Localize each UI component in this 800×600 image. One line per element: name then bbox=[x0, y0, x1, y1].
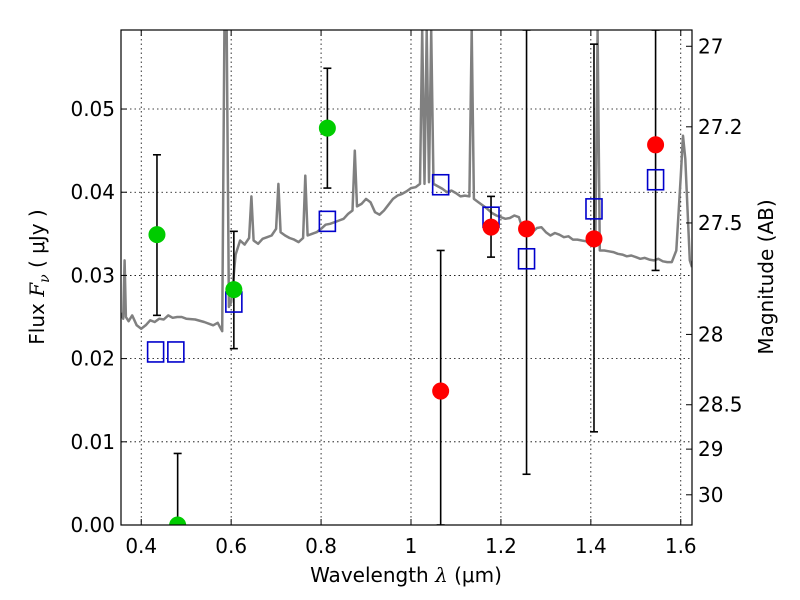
y2-tick-label: 27.5 bbox=[698, 211, 743, 235]
observed-nir-marker bbox=[585, 230, 603, 248]
y2-axis-label: Magnitude (AB) bbox=[754, 199, 778, 354]
y-axis-label-symbol: F bbox=[25, 282, 49, 298]
observed-nir-marker bbox=[482, 218, 500, 236]
y2-tick-label: 28 bbox=[698, 322, 723, 346]
model-square-marker bbox=[585, 198, 603, 220]
y-axis-label: Flux Fν ( μJy ) bbox=[25, 209, 53, 344]
x-axis-label-symbol: λ bbox=[434, 563, 448, 587]
model-square-marker bbox=[167, 341, 185, 363]
marker-layer bbox=[146, 119, 665, 525]
observed-nir-marker bbox=[647, 136, 665, 154]
model-square-marker bbox=[431, 173, 450, 196]
spectrum-layer bbox=[121, 30, 692, 333]
tick-layer: 0.4 0.6 0.8 1 1.2 1.4 1.6 0.00 0.01 0.02 0.03 0.04 0… bbox=[70, 30, 743, 558]
x-tick-label: 1 bbox=[405, 534, 418, 558]
observed-nir-marker bbox=[518, 220, 536, 238]
x-axis-label-unit: (μm) bbox=[454, 563, 502, 587]
y-axis-label-text: Flux bbox=[25, 303, 49, 345]
observed-optical-marker bbox=[225, 281, 243, 299]
y-tick-label: 0.03 bbox=[70, 263, 115, 287]
model-square-marker bbox=[517, 247, 536, 270]
grid-lines bbox=[121, 30, 692, 525]
plot-frame bbox=[120, 29, 693, 526]
x-tick-label: 1.2 bbox=[485, 534, 517, 558]
y2-tick-label: 30 bbox=[698, 483, 723, 507]
y-tick-label: 0.02 bbox=[70, 347, 115, 371]
y-tick-label: 0.01 bbox=[70, 430, 115, 454]
x-axis-label-text: Wavelength bbox=[310, 563, 429, 587]
y-tick-label: 0.05 bbox=[70, 97, 115, 121]
x-tick-label: 1.4 bbox=[575, 534, 607, 558]
x-tick-label: 1.6 bbox=[665, 534, 697, 558]
observed-optical-marker bbox=[148, 226, 166, 244]
observed-nir-marker bbox=[432, 382, 450, 400]
x-axis-label: Wavelength λ (μm) bbox=[310, 563, 502, 587]
y2-tick-label: 29 bbox=[698, 437, 723, 461]
y-axis-label-unit: ( μJy ) bbox=[25, 209, 49, 268]
y-axis-label-subscript: ν bbox=[37, 274, 53, 283]
y2-tick-label: 27 bbox=[698, 34, 723, 58]
x-tick-label: 0.8 bbox=[305, 534, 337, 558]
observed-optical-marker bbox=[318, 119, 336, 137]
y2-tick-label: 28.5 bbox=[698, 393, 743, 417]
model-square-marker bbox=[146, 341, 165, 363]
x-tick-label: 0.4 bbox=[125, 534, 157, 558]
x-tick-label: 0.6 bbox=[215, 534, 247, 558]
observed-optical-marker bbox=[169, 516, 187, 525]
y2-tick-label: 27.2 bbox=[698, 115, 743, 139]
model-square-marker bbox=[646, 168, 665, 191]
model-square-marker bbox=[318, 210, 337, 233]
y-tick-label: 0.00 bbox=[70, 513, 115, 537]
y-tick-label: 0.04 bbox=[70, 180, 115, 204]
spectrum-line bbox=[121, 30, 692, 333]
